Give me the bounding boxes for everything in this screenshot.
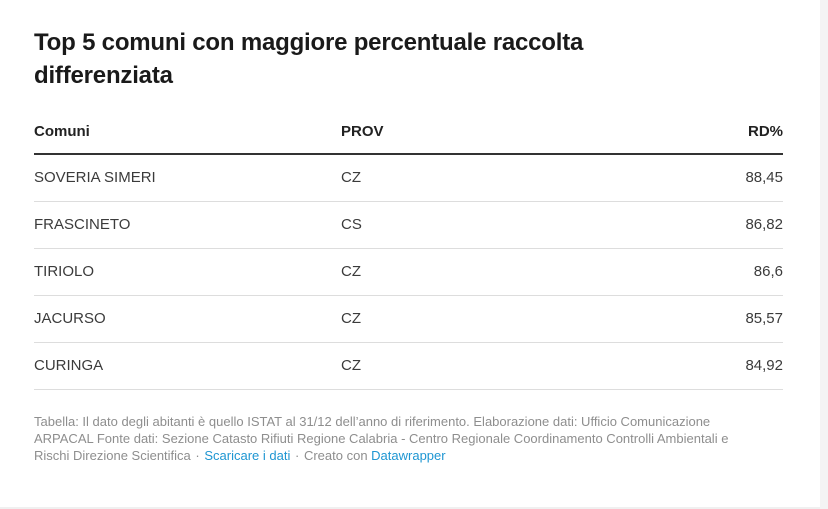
table-row: TIRIOLO CZ 86,6 (34, 248, 783, 296)
cell-prov: CZ (341, 154, 613, 202)
cell-rd: 84,92 (613, 342, 783, 390)
data-table: Comuni PROV RD% SOVERIA SIMERI CZ 88,45 … (34, 115, 783, 390)
notes-text: Tabella: Il dato degli abitanti è quello… (34, 414, 729, 463)
table-row: SOVERIA SIMERI CZ 88,45 (34, 154, 783, 202)
download-data-link[interactable]: Scaricare i dati (204, 448, 291, 463)
table-content-area: Top 5 comuni con maggiore percentuale ra… (34, 29, 783, 464)
cell-comune: SOVERIA SIMERI (34, 154, 341, 202)
cell-rd: 86,6 (613, 248, 783, 296)
cell-comune: FRASCINETO (34, 201, 341, 249)
page-background-edge-bottom (0, 507, 820, 509)
table-footer-notes: Tabella: Il dato degli abitanti è quello… (34, 413, 756, 464)
datawrapper-link[interactable]: Datawrapper (371, 448, 446, 463)
table-header-row: Comuni PROV RD% (34, 115, 783, 155)
cell-rd: 88,45 (613, 154, 783, 202)
table-row: FRASCINETO CS 86,82 (34, 201, 783, 249)
table-row: JACURSO CZ 85,57 (34, 295, 783, 343)
column-header-prov: PROV (341, 115, 613, 155)
column-header-rd: RD% (613, 115, 783, 155)
cell-prov: CZ (341, 295, 613, 343)
column-header-comuni: Comuni (34, 115, 341, 155)
cell-comune: CURINGA (34, 342, 341, 390)
cell-comune: TIRIOLO (34, 248, 341, 296)
cell-rd: 86,82 (613, 201, 783, 249)
cell-comune: JACURSO (34, 295, 341, 343)
created-with-text: Creato con (303, 448, 368, 463)
cell-rd: 85,57 (613, 295, 783, 343)
footer-separator: · (195, 448, 200, 463)
cell-prov: CZ (341, 342, 613, 390)
page-background-edge-right (820, 0, 828, 509)
table-row: CURINGA CZ 84,92 (34, 342, 783, 390)
page-title: Top 5 comuni con maggiore percentuale ra… (34, 29, 584, 89)
cell-prov: CZ (341, 248, 613, 296)
footer-separator: · (294, 448, 300, 463)
cell-prov: CS (341, 201, 613, 249)
